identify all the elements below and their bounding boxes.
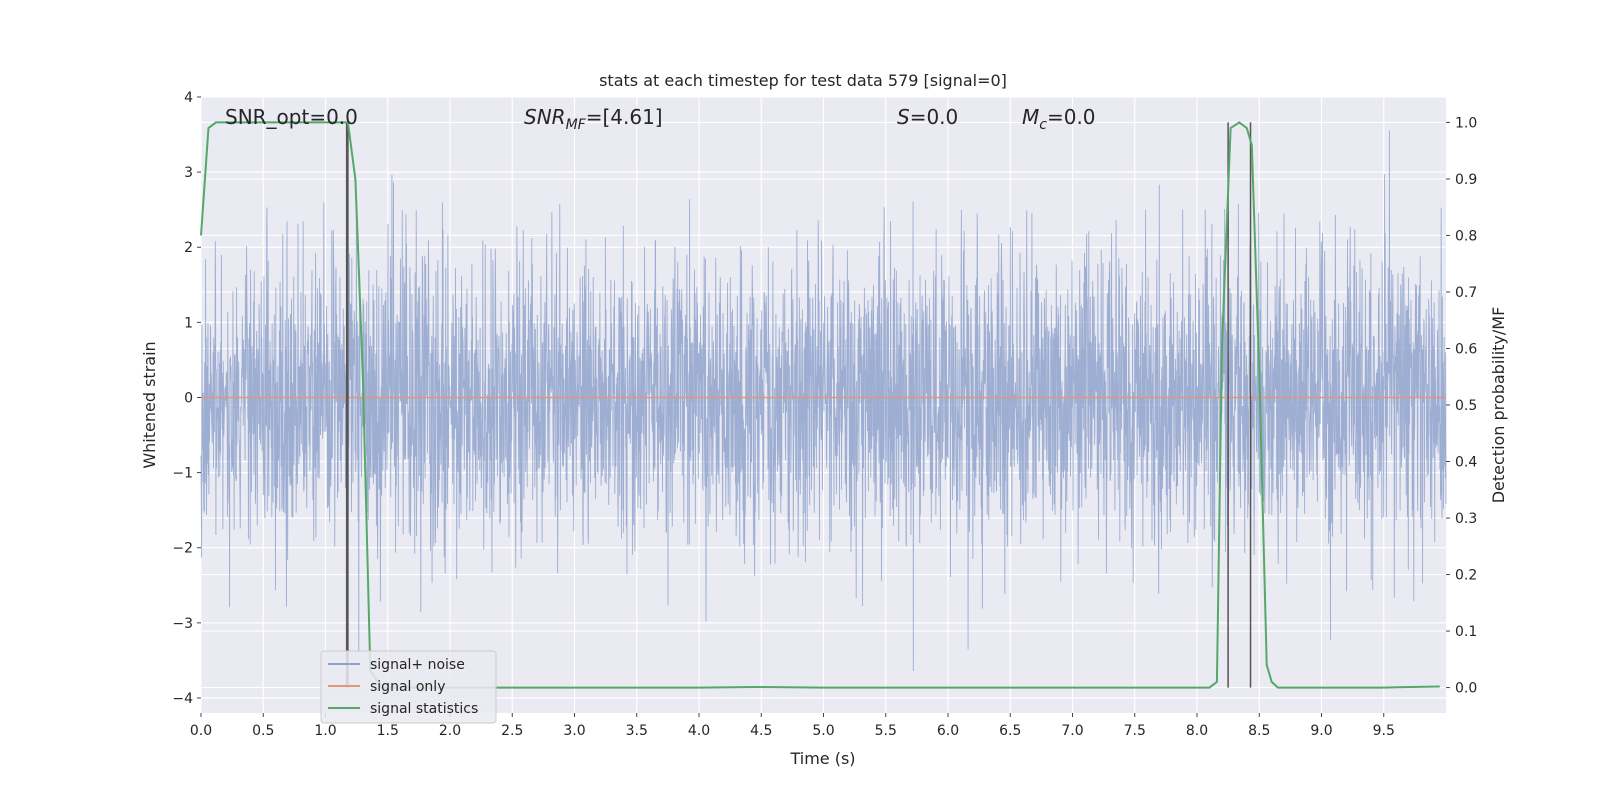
y-tick-label: 0 [184, 390, 193, 406]
x-tick-label: 0.0 [190, 723, 212, 739]
y-tick-label: −4 [172, 691, 193, 707]
y-right-tick-label: 1.0 [1455, 115, 1477, 131]
y-right-tick-label: 0.3 [1455, 511, 1477, 527]
series-signal-noise [200, 130, 1447, 671]
y-right-axis-label: Detection probability/MF [1489, 307, 1508, 504]
legend-box [320, 650, 497, 724]
annotation-mc-value: =0.0 [1047, 105, 1096, 129]
annotation-s: S=0.0 [897, 105, 958, 129]
y-tick-label: −1 [172, 466, 193, 482]
y-tick-label: 1 [184, 315, 193, 331]
legend-label-signal-statistics: signal statistics [370, 701, 478, 717]
x-tick-label: 2.5 [501, 723, 523, 739]
annotation-snr-mf: SNRMF=[4.61] [524, 105, 663, 133]
x-tick-label: 3.5 [626, 723, 648, 739]
y-tick-label: −2 [172, 541, 193, 557]
x-tick-label: 9.0 [1310, 723, 1332, 739]
x-tick-label: 6.0 [937, 723, 959, 739]
x-tick-label: 8.0 [1186, 723, 1208, 739]
x-tick-label: 6.5 [999, 723, 1021, 739]
chart-title: stats at each timestep for test data 579… [599, 71, 1007, 90]
chart-marks [200, 121, 1446, 689]
y-right-tick-label: 0.8 [1455, 228, 1477, 244]
x-tick-label: 2.0 [439, 723, 461, 739]
x-tick-label: 3.0 [563, 723, 585, 739]
axis-ticks: 0.0 0.5 1.0 1.5 2.0 2.5 3.0 3.5 4.0 4.5 5.0 5.5 6.0 6… [172, 90, 1477, 739]
x-tick-label: 1.0 [314, 723, 336, 739]
y-axis-label: Whitened strain [140, 341, 159, 468]
annotation-snr-mf-sub: MF [566, 117, 587, 133]
annotation-s-label: S [897, 105, 910, 129]
annotation-snr-mf-label: SNR [524, 105, 566, 129]
y-right-tick-label: 0.9 [1455, 172, 1477, 188]
x-tick-label: 1.5 [377, 723, 399, 739]
y-tick-label: 4 [184, 90, 193, 106]
signal-noise-trace [200, 130, 1447, 671]
y-right-tick-label: 0.5 [1455, 398, 1477, 414]
y-right-tick-label: 0.4 [1455, 455, 1477, 471]
y-tick-label: −3 [172, 616, 193, 632]
x-tick-label: 7.5 [1124, 723, 1146, 739]
y-right-tick-label: 0.7 [1455, 285, 1477, 301]
x-tick-label: 9.5 [1373, 723, 1395, 739]
series-signal-statistics [200, 121, 1440, 689]
y-right-tick-label: 0.0 [1455, 681, 1477, 697]
annotation-mc: Mc=0.0 [1022, 105, 1096, 133]
x-tick-label: 5.5 [875, 723, 897, 739]
annotation-mc-label: M [1022, 105, 1039, 129]
x-tick-label: 8.5 [1248, 723, 1270, 739]
y-right-tick-label: 0.6 [1455, 341, 1477, 357]
x-tick-label: 5.0 [812, 723, 834, 739]
annotation-snr-mf-value: =[4.61] [586, 105, 663, 129]
y-tick-label: 2 [184, 240, 193, 256]
annotation-mc-sub: c [1039, 117, 1047, 133]
annotation-s-value: =0.0 [910, 105, 959, 129]
x-tick-label: 7.0 [1061, 723, 1083, 739]
y-tick-label: 3 [184, 165, 193, 181]
legend: signal+ noise signal only signal statist… [320, 650, 497, 724]
x-tick-label: 4.5 [750, 723, 772, 739]
y-right-tick-label: 0.1 [1455, 624, 1477, 640]
x-tick-label: 0.5 [252, 723, 274, 739]
legend-label-signal-noise: signal+ noise [370, 657, 465, 673]
annotation-snr-opt: SNR_opt=0.0 [225, 105, 358, 129]
x-axis-label: Time (s) [789, 749, 855, 768]
x-tick-label: 4.0 [688, 723, 710, 739]
legend-label-signal-only: signal only [370, 679, 445, 695]
y-right-tick-label: 0.2 [1455, 568, 1477, 584]
